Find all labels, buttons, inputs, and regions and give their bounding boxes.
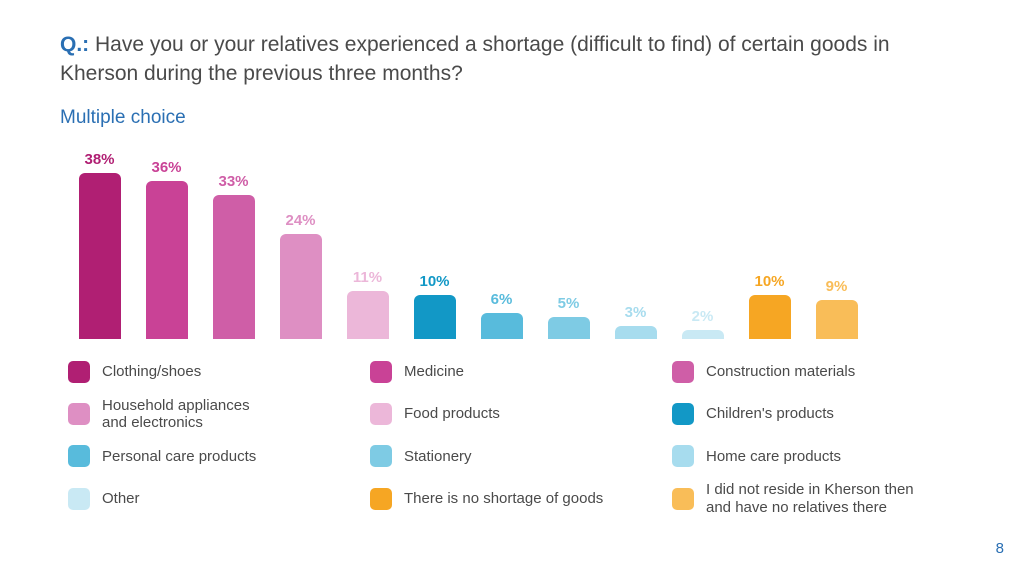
legend-label: Stationery bbox=[404, 448, 472, 465]
bar-group: 3% bbox=[604, 304, 667, 339]
legend-item: Children's products bbox=[672, 397, 964, 432]
bar-group: 38% bbox=[68, 151, 131, 339]
bar-group: 2% bbox=[671, 308, 734, 339]
bar-group: 6% bbox=[470, 291, 533, 339]
bar bbox=[615, 326, 657, 339]
legend-label: Household appliancesand electronics bbox=[102, 397, 250, 432]
legend-swatch bbox=[68, 403, 90, 425]
bar-value-label: 9% bbox=[826, 278, 848, 295]
legend-label: Children's products bbox=[706, 405, 834, 422]
legend-label: Medicine bbox=[404, 363, 464, 380]
legend-swatch bbox=[370, 361, 392, 383]
legend-swatch bbox=[672, 445, 694, 467]
legend-label: Construction materials bbox=[706, 363, 855, 380]
legend-item: Medicine bbox=[370, 361, 662, 383]
legend-swatch bbox=[370, 488, 392, 510]
legend-swatch bbox=[68, 361, 90, 383]
legend-swatch bbox=[370, 445, 392, 467]
bar bbox=[481, 313, 523, 339]
bar-group: 5% bbox=[537, 295, 600, 339]
bar-value-label: 38% bbox=[84, 151, 114, 168]
legend-label: Personal care products bbox=[102, 448, 256, 465]
bar-group: 24% bbox=[269, 212, 332, 339]
legend-item: There is no shortage of goods bbox=[370, 481, 662, 516]
bar bbox=[79, 173, 121, 339]
bar-group: 11% bbox=[336, 269, 399, 339]
legend-item: Other bbox=[68, 481, 360, 516]
question-text: Q.: Have you or your relatives experienc… bbox=[60, 30, 964, 89]
bar-group: 36% bbox=[135, 159, 198, 339]
legend-item: Stationery bbox=[370, 445, 662, 467]
bar-group: 10% bbox=[403, 273, 466, 339]
legend-swatch bbox=[68, 445, 90, 467]
legend-label: Food products bbox=[404, 405, 500, 422]
legend-label: I did not reside in Kherson thenand have… bbox=[706, 481, 914, 516]
bar bbox=[146, 181, 188, 339]
bar-group: 9% bbox=[805, 278, 868, 339]
bar-value-label: 11% bbox=[353, 269, 382, 286]
bar bbox=[682, 330, 724, 339]
legend-item: Clothing/shoes bbox=[68, 361, 360, 383]
bar-value-label: 3% bbox=[625, 304, 647, 321]
bar-value-label: 2% bbox=[692, 308, 714, 325]
legend-swatch bbox=[672, 488, 694, 510]
legend-item: I did not reside in Kherson thenand have… bbox=[672, 481, 964, 516]
legend-swatch bbox=[68, 488, 90, 510]
legend-item: Home care products bbox=[672, 445, 964, 467]
legend-label: Other bbox=[102, 490, 140, 507]
question-prefix: Q.: bbox=[60, 33, 89, 56]
bar bbox=[548, 317, 590, 339]
chart-legend: Clothing/shoes Medicine Construction mater… bbox=[60, 361, 964, 516]
bar bbox=[414, 295, 456, 339]
legend-item: Food products bbox=[370, 397, 662, 432]
bar-chart: 38% 36% 33% 24% 11% 10% 6% 5% 3% 2% 10% 9% bbox=[60, 139, 964, 339]
bar-value-label: 24% bbox=[285, 212, 315, 229]
legend-item: Construction materials bbox=[672, 361, 964, 383]
legend-item: Household appliancesand electronics bbox=[68, 397, 360, 432]
chart-subtitle: Multiple choice bbox=[60, 107, 964, 129]
bar bbox=[749, 295, 791, 339]
legend-swatch bbox=[370, 403, 392, 425]
bar-value-label: 5% bbox=[558, 295, 580, 312]
legend-label: Clothing/shoes bbox=[102, 363, 201, 380]
bar bbox=[280, 234, 322, 339]
bar-group: 10% bbox=[738, 273, 801, 339]
bar bbox=[347, 291, 389, 339]
bar-value-label: 33% bbox=[218, 173, 248, 190]
bar bbox=[213, 195, 255, 339]
bar-group: 33% bbox=[202, 173, 265, 339]
question-body: Have you or your relatives experienced a… bbox=[60, 33, 890, 85]
bar-value-label: 10% bbox=[419, 273, 449, 290]
legend-swatch bbox=[672, 361, 694, 383]
bar-value-label: 10% bbox=[754, 273, 784, 290]
legend-label: Home care products bbox=[706, 448, 841, 465]
bar-value-label: 36% bbox=[151, 159, 181, 176]
legend-item: Personal care products bbox=[68, 445, 360, 467]
page-number: 8 bbox=[996, 540, 1004, 557]
bar bbox=[816, 300, 858, 339]
legend-swatch bbox=[672, 403, 694, 425]
legend-label: There is no shortage of goods bbox=[404, 490, 603, 507]
bar-value-label: 6% bbox=[491, 291, 513, 308]
